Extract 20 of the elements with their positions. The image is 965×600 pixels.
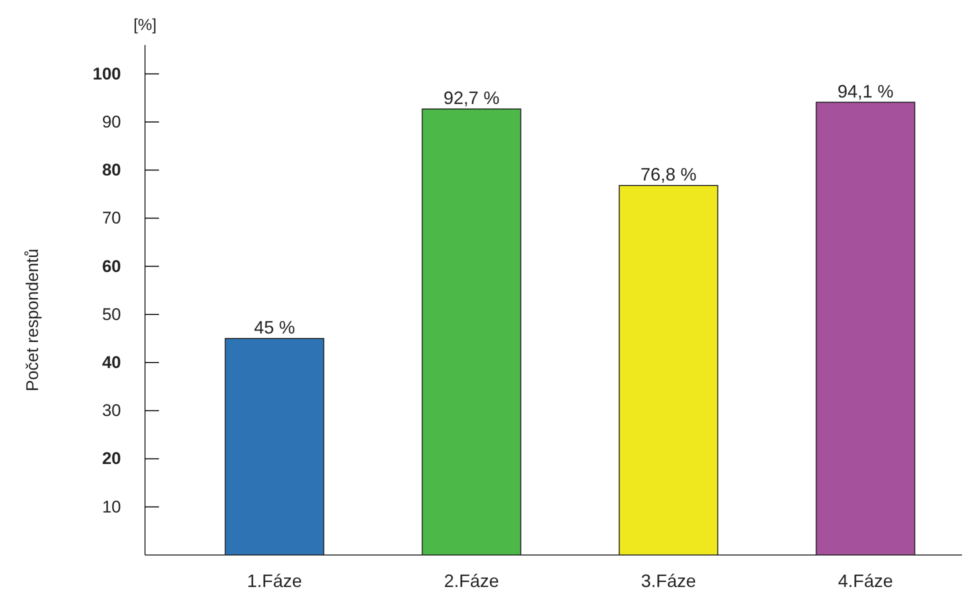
- x-tick-label: 1.Fáze: [246, 570, 302, 591]
- y-tick-label: 10: [102, 497, 121, 516]
- y-tick-label: 20: [102, 449, 121, 468]
- y-tick-label: 70: [102, 208, 121, 228]
- y-tick-label: 60: [102, 256, 121, 276]
- y-axis-title: Počet respondentů: [23, 248, 42, 392]
- y-tick-label: 40: [102, 352, 121, 372]
- data-label: 76,8 %: [640, 164, 697, 184]
- data-label: 94,1 %: [837, 81, 894, 102]
- y-tick-label: 90: [102, 112, 121, 132]
- y-tick-label: 30: [102, 401, 121, 420]
- y-tick-label: 50: [102, 304, 121, 324]
- y-tick-label: 100: [92, 64, 121, 84]
- x-tick-label: 3.Fáze: [640, 570, 696, 591]
- data-label: 45 %: [254, 317, 296, 338]
- y-tick-label: 80: [102, 160, 121, 180]
- x-tick-label: 4.Fáze: [838, 570, 894, 591]
- x-tick-label: 2.Fáze: [444, 570, 500, 591]
- data-label: 92,7 %: [443, 88, 500, 108]
- text: [%]: [133, 17, 157, 34]
